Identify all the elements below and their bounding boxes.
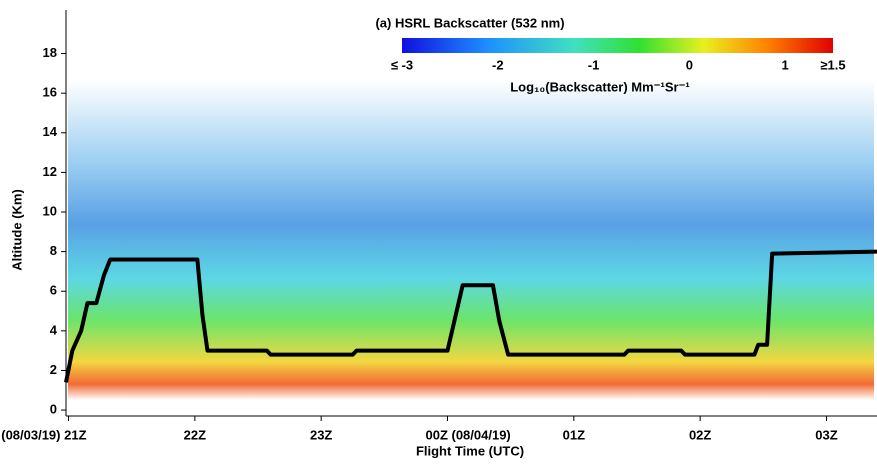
- colorbar-tick-label: 1: [781, 57, 788, 72]
- y-tick-label: 14: [43, 124, 58, 139]
- y-tick-label: 12: [43, 164, 57, 179]
- colorbar-tick-label: -2: [492, 57, 504, 72]
- colorbar-label: Log₁₀(Backscatter) Mm⁻¹Sr⁻¹: [510, 79, 690, 94]
- altitude-line: [64, 249, 877, 383]
- x-tick-label: 22Z: [184, 427, 206, 442]
- colorbar-tick-label: ≥1.5: [820, 57, 845, 72]
- y-tick-label: 4: [50, 322, 58, 337]
- y-tick-label: 18: [43, 45, 57, 60]
- y-tick-label: 10: [43, 203, 57, 218]
- y-tick-label: 0: [50, 401, 57, 416]
- x-tick-label: 23Z: [310, 427, 332, 442]
- colorbar-tick-label: -1: [588, 57, 600, 72]
- x-tick-label: 01Z: [563, 427, 585, 442]
- x-tick-label: (08/03/19) 21Z: [1, 427, 86, 442]
- colorbar-tick-label: ≤ -3: [391, 57, 413, 72]
- x-tick-label: 03Z: [815, 427, 837, 442]
- y-tick-label: 16: [43, 85, 57, 100]
- x-tick-label: 00Z (08/04/19): [425, 427, 510, 442]
- x-axis-label: Flight Time (UTC): [416, 443, 524, 458]
- backscatter-curtain: [68, 80, 874, 400]
- y-axis-label: Altitude (Km): [9, 189, 24, 271]
- colorbar: [402, 38, 833, 53]
- x-tick-label: 02Z: [689, 427, 711, 442]
- y-tick-label: 2: [50, 362, 57, 377]
- colorbar-tick-label: 0: [686, 57, 693, 72]
- y-tick-label: 8: [50, 243, 57, 258]
- chart-title: (a) HSRL Backscatter (532 nm): [375, 15, 564, 30]
- y-tick-label: 6: [50, 283, 57, 298]
